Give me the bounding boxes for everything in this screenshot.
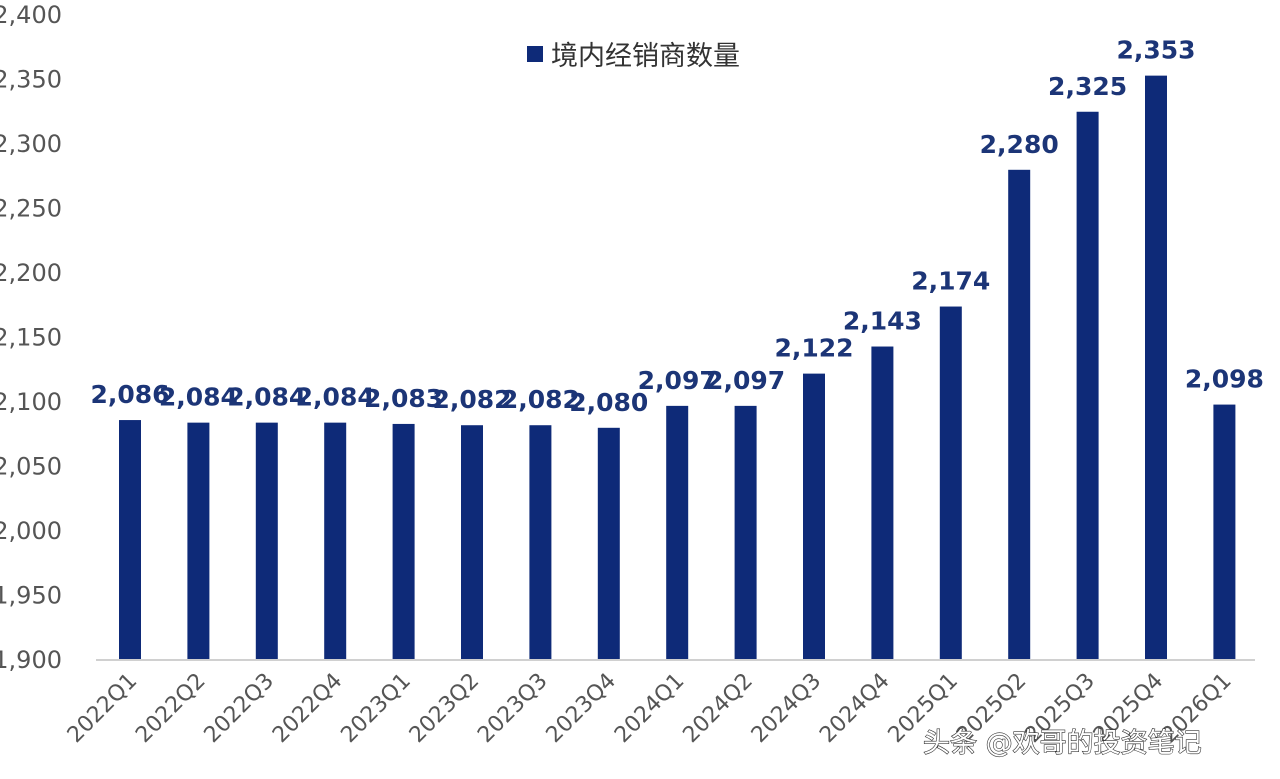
- y-tick-label: 2,000: [0, 517, 62, 545]
- data-label-2023Q1: 2,083: [364, 384, 443, 413]
- y-tick-label: 2,250: [0, 195, 62, 223]
- x-tick-label-2023Q4: 2023Q4: [542, 669, 621, 748]
- x-tick-label-2022Q3: 2022Q3: [200, 669, 279, 748]
- bar-2023Q1: [392, 423, 415, 660]
- bar-2025Q3: [1076, 111, 1099, 660]
- legend-label: 境内经销商数量: [551, 41, 740, 72]
- x-tick-label-2024Q4: 2024Q4: [815, 669, 894, 748]
- data-label-2022Q2: 2,084: [159, 383, 238, 412]
- data-label-2024Q4: 2,143: [843, 307, 922, 336]
- data-label-2025Q2: 2,280: [980, 130, 1059, 159]
- bar-2022Q1: [119, 420, 141, 660]
- y-tick-label: 2,350: [0, 66, 62, 94]
- x-tick-label-2024Q3: 2024Q3: [747, 669, 826, 748]
- data-label-2025Q3: 2,325: [1048, 72, 1127, 101]
- y-axis: 1,900 1,950 2,000 2,050 2,100 2,150 2,200 2,250…: [0, 1, 62, 674]
- data-label-2024Q2: 2,097: [706, 366, 785, 395]
- x-tick-label-2023Q1: 2023Q1: [336, 669, 415, 748]
- bar-2024Q4: [871, 346, 894, 660]
- y-tick-label: 2,400: [0, 1, 62, 29]
- x-tick-label-2022Q2: 2022Q2: [131, 669, 210, 748]
- data-label-2023Q3: 2,082: [501, 385, 580, 414]
- data-label-2023Q4: 2,080: [569, 388, 648, 417]
- bar-2025Q1: [939, 306, 962, 660]
- x-tick-label-2023Q3: 2023Q3: [473, 669, 552, 748]
- y-tick-label: 1,950: [0, 582, 62, 610]
- bar-2024Q3: [803, 373, 825, 660]
- bar-2026Q1: [1213, 404, 1236, 660]
- watermark: 头条 @欢哥的投资笔记: [923, 728, 1202, 759]
- data-labels: 2,0862,0842,0842,0842,0832,0822,0822,080…: [90, 36, 1263, 417]
- bar-2022Q4: [324, 422, 347, 660]
- legend: 境内经销商数量: [527, 41, 740, 72]
- y-tick-label: 2,300: [0, 130, 62, 158]
- x-tick-label-2022Q1: 2022Q1: [63, 669, 142, 748]
- bar-2023Q3: [529, 425, 552, 660]
- data-label-2026Q1: 2,098: [1185, 365, 1264, 394]
- bar-2025Q2: [1008, 169, 1031, 661]
- bar-2022Q3: [255, 422, 278, 660]
- data-label-2022Q1: 2,086: [90, 380, 169, 409]
- y-tick-label: 2,150: [0, 324, 62, 352]
- bar-2025Q4: [1145, 75, 1167, 660]
- x-tick-label-2024Q2: 2024Q2: [678, 669, 757, 748]
- y-tick-label: 1,900: [0, 646, 62, 674]
- bar-2024Q1: [666, 405, 689, 660]
- bars: [119, 75, 1236, 661]
- data-label-2025Q4: 2,353: [1116, 36, 1195, 65]
- bar-2023Q2: [461, 425, 483, 660]
- data-label-2023Q2: 2,082: [432, 385, 511, 414]
- bar-2022Q2: [187, 422, 210, 660]
- data-label-2024Q3: 2,122: [774, 334, 853, 363]
- x-tick-label-2023Q2: 2023Q2: [405, 669, 484, 748]
- data-label-2024Q1: 2,097: [638, 366, 717, 395]
- y-tick-label: 2,050: [0, 453, 62, 481]
- bar-2024Q2: [734, 405, 757, 660]
- data-label-2022Q4: 2,084: [296, 383, 375, 412]
- data-label-2022Q3: 2,084: [227, 383, 306, 412]
- x-tick-label-2024Q1: 2024Q1: [610, 669, 689, 748]
- data-label-2025Q1: 2,174: [911, 267, 990, 296]
- y-tick-label: 2,200: [0, 259, 62, 287]
- x-tick-label-2022Q4: 2022Q4: [268, 669, 347, 748]
- legend-swatch: [527, 46, 543, 62]
- y-tick-label: 2,100: [0, 388, 62, 416]
- bar-2023Q4: [597, 427, 620, 660]
